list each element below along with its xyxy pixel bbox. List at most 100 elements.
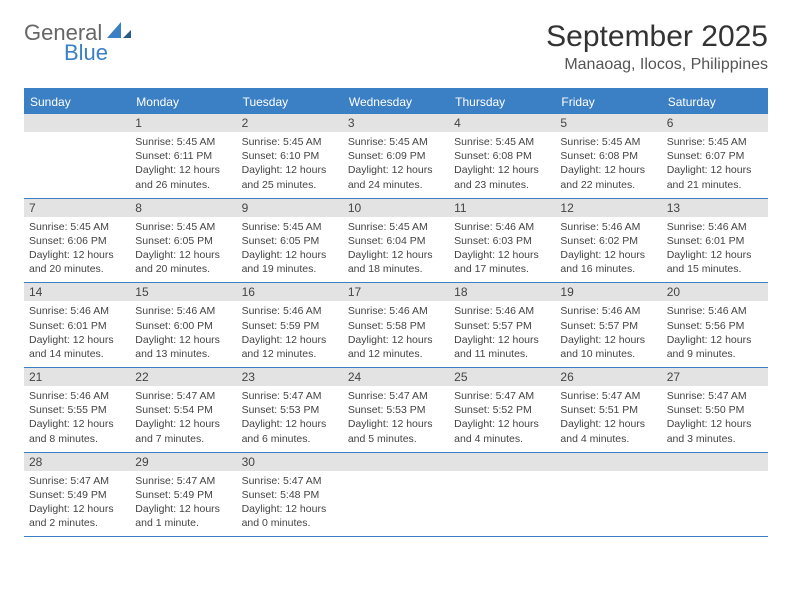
calendar-week: 14Sunrise: 5:46 AMSunset: 6:01 PMDayligh… [24, 283, 768, 368]
calendar-cell: 17Sunrise: 5:46 AMSunset: 5:58 PMDayligh… [343, 283, 449, 367]
day-details: Sunrise: 5:46 AMSunset: 6:01 PMDaylight:… [662, 217, 768, 283]
calendar-cell: 3Sunrise: 5:45 AMSunset: 6:09 PMDaylight… [343, 114, 449, 198]
day-number: 25 [449, 368, 555, 386]
calendar-cell: 9Sunrise: 5:45 AMSunset: 6:05 PMDaylight… [237, 199, 343, 283]
logo: General Blue [24, 20, 131, 66]
calendar-cell: 14Sunrise: 5:46 AMSunset: 6:01 PMDayligh… [24, 283, 130, 367]
day-details: Sunrise: 5:45 AMSunset: 6:07 PMDaylight:… [662, 132, 768, 198]
day-details: Sunrise: 5:45 AMSunset: 6:04 PMDaylight:… [343, 217, 449, 283]
day-header: Friday [555, 90, 661, 114]
day-details: Sunrise: 5:47 AMSunset: 5:48 PMDaylight:… [237, 471, 343, 537]
day-number: 2 [237, 114, 343, 132]
day-details: Sunrise: 5:45 AMSunset: 6:10 PMDaylight:… [237, 132, 343, 198]
day-details: Sunrise: 5:46 AMSunset: 5:55 PMDaylight:… [24, 386, 130, 452]
calendar-cell: 29Sunrise: 5:47 AMSunset: 5:49 PMDayligh… [130, 453, 236, 537]
day-number [555, 453, 661, 471]
calendar-cell: 23Sunrise: 5:47 AMSunset: 5:53 PMDayligh… [237, 368, 343, 452]
calendar-cell [555, 453, 661, 537]
calendar-cell: 25Sunrise: 5:47 AMSunset: 5:52 PMDayligh… [449, 368, 555, 452]
calendar-week: 1Sunrise: 5:45 AMSunset: 6:11 PMDaylight… [24, 114, 768, 199]
calendar-cell: 20Sunrise: 5:46 AMSunset: 5:56 PMDayligh… [662, 283, 768, 367]
day-details: Sunrise: 5:46 AMSunset: 6:02 PMDaylight:… [555, 217, 661, 283]
day-number: 17 [343, 283, 449, 301]
day-details: Sunrise: 5:46 AMSunset: 6:01 PMDaylight:… [24, 301, 130, 367]
day-number [343, 453, 449, 471]
day-number [24, 114, 130, 132]
day-details: Sunrise: 5:47 AMSunset: 5:54 PMDaylight:… [130, 386, 236, 452]
day-details: Sunrise: 5:46 AMSunset: 5:59 PMDaylight:… [237, 301, 343, 367]
day-details: Sunrise: 5:46 AMSunset: 5:56 PMDaylight:… [662, 301, 768, 367]
day-number: 26 [555, 368, 661, 386]
calendar-cell: 4Sunrise: 5:45 AMSunset: 6:08 PMDaylight… [449, 114, 555, 198]
calendar-cell: 26Sunrise: 5:47 AMSunset: 5:51 PMDayligh… [555, 368, 661, 452]
calendar-cell: 7Sunrise: 5:45 AMSunset: 6:06 PMDaylight… [24, 199, 130, 283]
day-number: 14 [24, 283, 130, 301]
day-number: 23 [237, 368, 343, 386]
calendar-cell: 10Sunrise: 5:45 AMSunset: 6:04 PMDayligh… [343, 199, 449, 283]
day-details: Sunrise: 5:45 AMSunset: 6:09 PMDaylight:… [343, 132, 449, 198]
day-details: Sunrise: 5:45 AMSunset: 6:06 PMDaylight:… [24, 217, 130, 283]
day-number: 1 [130, 114, 236, 132]
calendar-cell [343, 453, 449, 537]
day-number: 20 [662, 283, 768, 301]
day-details: Sunrise: 5:46 AMSunset: 5:57 PMDaylight:… [555, 301, 661, 367]
day-header: Thursday [449, 90, 555, 114]
day-details: Sunrise: 5:46 AMSunset: 6:00 PMDaylight:… [130, 301, 236, 367]
logo-sail-icon [107, 20, 131, 45]
day-number: 6 [662, 114, 768, 132]
calendar-cell: 2Sunrise: 5:45 AMSunset: 6:10 PMDaylight… [237, 114, 343, 198]
day-number: 24 [343, 368, 449, 386]
day-header: Saturday [662, 90, 768, 114]
calendar-cell: 19Sunrise: 5:46 AMSunset: 5:57 PMDayligh… [555, 283, 661, 367]
day-number: 3 [343, 114, 449, 132]
day-number: 27 [662, 368, 768, 386]
day-number [449, 453, 555, 471]
day-details: Sunrise: 5:47 AMSunset: 5:49 PMDaylight:… [130, 471, 236, 537]
header: General Blue September 2025 Manaoag, Ilo… [24, 20, 768, 74]
calendar-cell: 11Sunrise: 5:46 AMSunset: 6:03 PMDayligh… [449, 199, 555, 283]
day-details: Sunrise: 5:47 AMSunset: 5:52 PMDaylight:… [449, 386, 555, 452]
day-details: Sunrise: 5:47 AMSunset: 5:53 PMDaylight:… [343, 386, 449, 452]
day-number: 19 [555, 283, 661, 301]
calendar-cell: 5Sunrise: 5:45 AMSunset: 6:08 PMDaylight… [555, 114, 661, 198]
day-number: 8 [130, 199, 236, 217]
day-details: Sunrise: 5:46 AMSunset: 5:58 PMDaylight:… [343, 301, 449, 367]
day-number: 21 [24, 368, 130, 386]
day-details: Sunrise: 5:47 AMSunset: 5:50 PMDaylight:… [662, 386, 768, 452]
day-details: Sunrise: 5:47 AMSunset: 5:49 PMDaylight:… [24, 471, 130, 537]
day-details: Sunrise: 5:45 AMSunset: 6:08 PMDaylight:… [555, 132, 661, 198]
day-header: Tuesday [237, 90, 343, 114]
calendar-cell: 12Sunrise: 5:46 AMSunset: 6:02 PMDayligh… [555, 199, 661, 283]
day-number: 15 [130, 283, 236, 301]
calendar-week: 28Sunrise: 5:47 AMSunset: 5:49 PMDayligh… [24, 453, 768, 538]
calendar-cell: 22Sunrise: 5:47 AMSunset: 5:54 PMDayligh… [130, 368, 236, 452]
calendar-cell: 30Sunrise: 5:47 AMSunset: 5:48 PMDayligh… [237, 453, 343, 537]
day-number: 12 [555, 199, 661, 217]
day-details: Sunrise: 5:45 AMSunset: 6:08 PMDaylight:… [449, 132, 555, 198]
calendar-cell: 6Sunrise: 5:45 AMSunset: 6:07 PMDaylight… [662, 114, 768, 198]
calendar-cell: 1Sunrise: 5:45 AMSunset: 6:11 PMDaylight… [130, 114, 236, 198]
day-number: 5 [555, 114, 661, 132]
calendar-cell: 15Sunrise: 5:46 AMSunset: 6:00 PMDayligh… [130, 283, 236, 367]
day-header: Wednesday [343, 90, 449, 114]
calendar-cell: 18Sunrise: 5:46 AMSunset: 5:57 PMDayligh… [449, 283, 555, 367]
calendar-cell: 27Sunrise: 5:47 AMSunset: 5:50 PMDayligh… [662, 368, 768, 452]
calendar: SundayMondayTuesdayWednesdayThursdayFrid… [24, 88, 768, 537]
calendar-cell: 24Sunrise: 5:47 AMSunset: 5:53 PMDayligh… [343, 368, 449, 452]
day-number [662, 453, 768, 471]
day-header: Sunday [24, 90, 130, 114]
location: Manaoag, Ilocos, Philippines [546, 56, 768, 74]
month-title: September 2025 [546, 20, 768, 54]
day-number: 11 [449, 199, 555, 217]
day-number: 10 [343, 199, 449, 217]
day-headers-row: SundayMondayTuesdayWednesdayThursdayFrid… [24, 90, 768, 114]
day-details: Sunrise: 5:45 AMSunset: 6:05 PMDaylight:… [237, 217, 343, 283]
day-number: 18 [449, 283, 555, 301]
day-details: Sunrise: 5:46 AMSunset: 5:57 PMDaylight:… [449, 301, 555, 367]
day-number: 22 [130, 368, 236, 386]
day-details: Sunrise: 5:47 AMSunset: 5:51 PMDaylight:… [555, 386, 661, 452]
day-details: Sunrise: 5:45 AMSunset: 6:05 PMDaylight:… [130, 217, 236, 283]
day-number: 7 [24, 199, 130, 217]
calendar-cell [449, 453, 555, 537]
calendar-cell [662, 453, 768, 537]
